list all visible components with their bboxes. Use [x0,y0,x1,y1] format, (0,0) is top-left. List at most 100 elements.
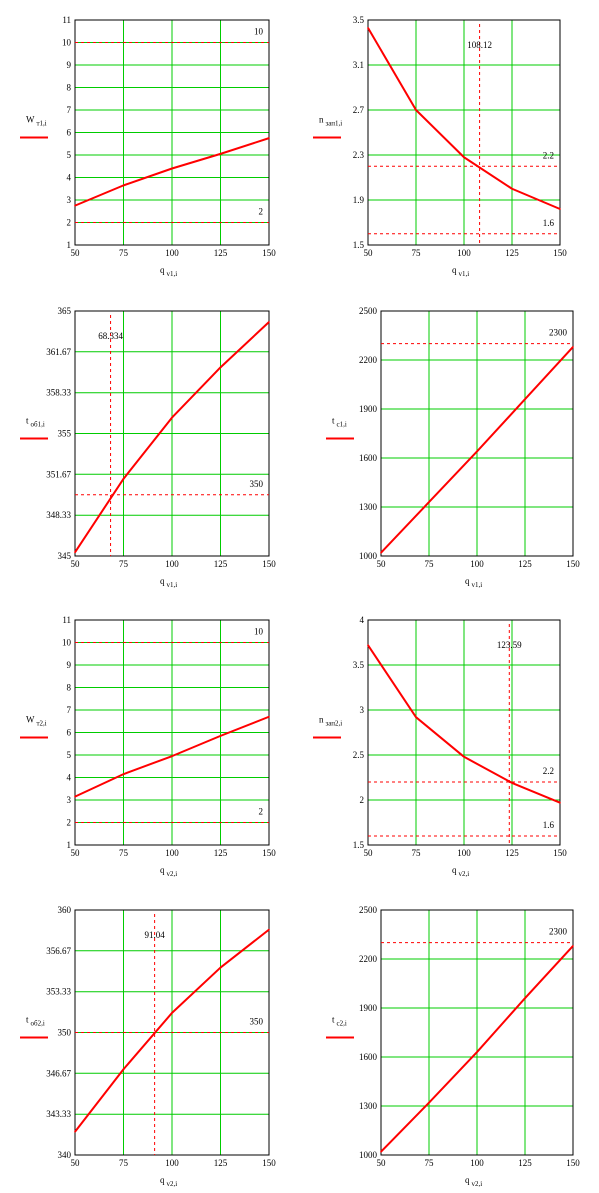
plot-frame [367,19,561,246]
y-tick-label: 4 [67,773,72,783]
crossing-label: 91.04 [144,930,165,940]
threshold-label: 2 [259,207,264,217]
data-point [367,644,369,646]
plot-frame [380,909,574,1156]
y-tick-label: 6 [67,128,72,138]
y-tick-label: 350 [58,1028,72,1038]
y-tick-label: 2500 [359,306,378,316]
x-tick-label: 125 [505,848,519,858]
threshold-label: 350 [250,479,264,489]
data-point [524,997,526,999]
x-tick-label: 125 [505,248,519,258]
x-tick-label: 50 [377,559,387,569]
x-tick-label: 125 [214,559,228,569]
y-tick-label: 343.33 [46,1109,71,1119]
y-tick-label: 2500 [359,905,378,915]
x-tick-label: 125 [214,848,228,858]
data-point [171,1012,173,1014]
threshold-label: 2300 [549,328,568,338]
threshold-label: 1.6 [543,820,555,830]
chart-2: 50 75 100 125 150 1.5 1.9 2.3 2.7 3.1 3.5 2.2 1.6 108… [313,15,567,278]
y-tick-label: 351.67 [46,469,71,479]
y-tick-label: 1300 [359,502,378,512]
plot-frame [74,619,270,846]
y-tick-label: 346.67 [46,1068,71,1078]
x-tick-label: 125 [214,1158,228,1168]
y-tick-label: 1 [67,240,72,250]
data-point [268,137,270,139]
chart-3: 50 75 100 125 150 345 348.33 351.67 355 358.33 361… [20,306,276,589]
x-tick-label: 150 [566,1158,580,1168]
y-tick-label: 5 [67,150,72,160]
threshold-label: 10 [254,27,264,37]
y-tick-label: 10 [62,38,72,48]
data-point [511,782,513,784]
threshold-label: 2.2 [543,150,554,160]
data-point [122,773,125,775]
x-axis-label: q v2,i [452,865,469,878]
y-tick-label: 6 [67,728,72,738]
x-tick-label: 150 [262,248,276,258]
x-tick-label: 50 [71,248,81,258]
x-axis-label: q v2,i [465,1175,482,1188]
x-tick-label: 100 [457,848,471,858]
data-point [122,478,125,480]
x-tick-label: 100 [165,1158,179,1168]
y-tick-label: 1000 [359,1150,378,1160]
data-point [367,27,369,29]
y-tick-label: 2200 [359,954,378,964]
y-tick-label: 11 [62,615,71,625]
threshold-label: 2300 [549,927,568,937]
data-point [74,551,76,554]
x-tick-label: 125 [214,248,228,258]
x-tick-label: 150 [553,848,567,858]
y-tick-label: 353.33 [46,987,71,997]
y-axis-label: n зап2,i [319,715,342,728]
x-tick-label: 100 [457,248,471,258]
crossing-label: 68.334 [98,331,123,341]
x-axis-label: q v1,i [452,265,469,278]
x-tick-label: 150 [262,559,276,569]
data-point [380,1150,382,1153]
y-tick-label: 3 [67,795,72,805]
data-point [559,208,561,210]
crossing-label: 123.59 [497,640,522,650]
x-tick-label: 50 [364,848,374,858]
y-tick-label: 8 [67,683,72,693]
chart-7: 50 75 100 125 150 340 343.33 346.67 350 353.33 356… [20,905,276,1188]
x-tick-label: 75 [425,1158,435,1168]
y-tick-label: 2.5 [353,750,365,760]
x-tick-label: 150 [566,559,580,569]
y-tick-label: 348.33 [46,510,71,520]
x-tick-label: 75 [412,848,422,858]
plot-frame [74,310,270,557]
y-tick-label: 360 [58,905,72,915]
chart-8: 50 75 100 125 150 1000 1300 1600 1900 2200 2500 230… [326,905,580,1188]
data-point [415,716,417,718]
x-tick-label: 50 [71,848,81,858]
y-tick-label: 7 [67,705,72,715]
y-tick-label: 3 [67,195,72,205]
y-tick-label: 1900 [359,1003,378,1013]
data-point [74,795,76,798]
y-tick-label: 5 [67,750,72,760]
y-tick-label: 1.5 [353,840,365,850]
plot-frame [380,310,574,557]
data-point [122,184,125,187]
y-tick-label: 3 [360,705,365,715]
x-tick-label: 75 [119,559,129,569]
y-tick-label: 3.1 [353,60,364,70]
x-axis-label: q v2,i [160,1175,177,1188]
data-point [171,167,173,170]
y-tick-label: 4 [67,173,72,183]
x-tick-label: 75 [412,248,422,258]
y-tick-label: 2200 [359,355,378,365]
data-point [122,1068,125,1071]
data-point [463,756,465,758]
data-point [415,109,417,111]
x-tick-label: 75 [119,848,129,858]
data-point [511,187,513,190]
threshold-label: 2.2 [543,766,554,776]
